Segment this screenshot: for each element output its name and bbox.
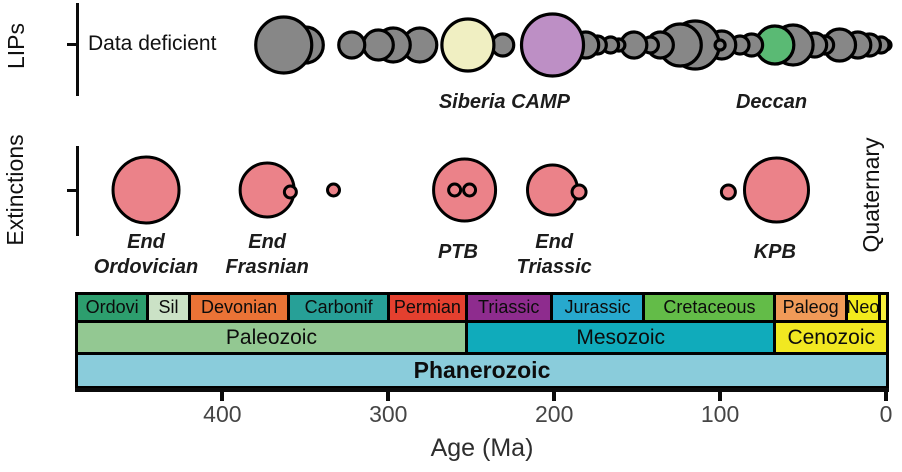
periods-cell-carbonif: Carbonif [290, 295, 390, 320]
timescale-row-periods: Ordovi Sil Devonian Carbonif Permian Triassic… [75, 292, 889, 323]
extinctions-axis-line [76, 146, 79, 236]
age-axis-line [75, 388, 889, 392]
eras-cell-mesozoic: Mesozoic [467, 323, 777, 352]
periods-cell-ordovi: Ordovi [78, 295, 150, 320]
age-axis-tick-label: 400 [203, 401, 242, 427]
extinction-circle [570, 183, 588, 201]
extinction-label-kpb: KPB [753, 241, 796, 263]
extinction-label-end-ordovician: End Ordovician [93, 231, 199, 278]
extinction-circle [719, 183, 737, 201]
extinction-circle [462, 182, 478, 198]
lip-circle [337, 30, 367, 60]
eras-cell-paleozoic: Paleozoic [78, 323, 468, 352]
eras-cell-cenozoic: Cenozoic [776, 323, 886, 352]
extinction-circle [282, 184, 298, 200]
age-axis-tick [718, 392, 723, 401]
lip-circle-siberia [440, 17, 496, 73]
lips-axis-line [76, 3, 79, 96]
extinction-circle-end-triassic [526, 163, 580, 217]
lips-axis-tick [67, 43, 77, 46]
age-axis-tick-label: 300 [369, 401, 408, 427]
age-axis-tick [220, 392, 225, 401]
extinction-label-end-frasnian: End Frasnian [225, 231, 309, 278]
age-axis-tick-label: 100 [700, 401, 740, 427]
periods-cell-neo: Neo [847, 295, 881, 320]
age-axis-tick-label: 0 [879, 401, 893, 427]
bubble-chart-canvas [111, 12, 893, 225]
eons-cell-phanerozoic: Phanerozoic [78, 355, 886, 386]
age-axis-title: Age (Ma) [430, 434, 534, 462]
periods-cell-permian: Permian [389, 295, 468, 320]
periods-cell-cretaceous: Cretaceous [645, 295, 777, 320]
extinction-label-end-triassic: End Triassic [516, 231, 592, 278]
age-axis-tick [552, 392, 557, 401]
periods-cell-paleog: Paleog [776, 295, 848, 320]
lip-label-deccan: Deccan [735, 91, 808, 113]
extinction-circle-end-ordovician [111, 155, 181, 225]
age-axis-tick-label: 200 [534, 401, 574, 427]
extinction-label-ptb: PTB [437, 241, 478, 263]
extinction-circle [326, 182, 342, 198]
age-axis-tick [386, 392, 391, 401]
extinction-circle [447, 182, 463, 198]
data-deficient-annotation: Data deficient [88, 32, 217, 55]
lip-circle [254, 15, 314, 75]
extinctions-axis-tick [67, 189, 77, 192]
extinction-circle-kpb [742, 156, 810, 224]
lip-circle-camp [519, 12, 586, 78]
periods-cell-sil: Sil [149, 295, 191, 320]
lip-label-siberia-camp: Siberia CAMP [438, 91, 570, 113]
timescale-row-eras: Paleozoic Mesozoic Cenozoic [75, 320, 889, 355]
periods-cell-devonian: Devonian [190, 295, 291, 320]
lip-circle [713, 38, 727, 52]
lip-circle [361, 28, 395, 62]
timescale-row-eons: Phanerozoic [75, 352, 889, 389]
age-axis-tick [884, 392, 888, 401]
periods-cell-jurassic: Jurassic [552, 295, 646, 320]
periods-cell-triassic: Triassic [467, 295, 553, 320]
periods-cell [881, 295, 886, 320]
